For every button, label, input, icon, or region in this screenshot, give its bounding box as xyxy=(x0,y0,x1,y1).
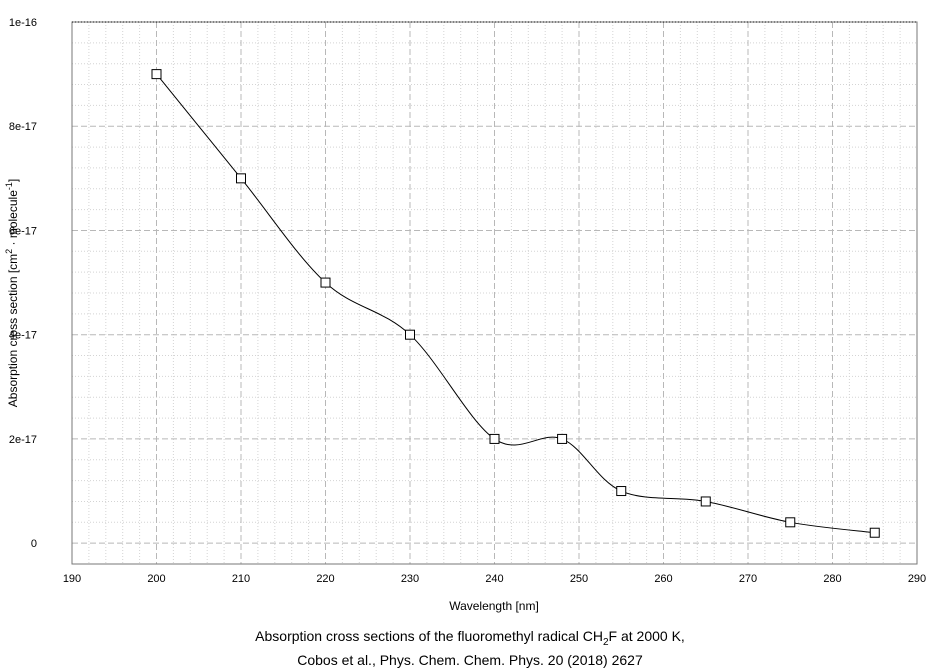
data-point-marker xyxy=(489,433,500,444)
x-tick-label: 200 xyxy=(147,573,165,585)
data-point-marker xyxy=(557,433,568,444)
x-tick-label: 240 xyxy=(485,573,503,585)
y-axis-title: Absorption cross section [cm2 · molecule… xyxy=(4,179,20,407)
plot-frame xyxy=(71,21,918,565)
x-tick-label: 290 xyxy=(908,573,926,585)
grid xyxy=(72,22,917,564)
data-point-marker xyxy=(700,496,711,507)
data-point-marker xyxy=(151,69,162,80)
x-axis: 190 200 210 220 230 240 250 260 270 280 290 xyxy=(63,573,926,585)
x-tick-label: 190 xyxy=(63,573,81,585)
chart: 190 200 210 220 230 240 250 260 270 280 290 0 2e-17… xyxy=(4,17,926,613)
data-point-marker xyxy=(785,517,796,528)
x-tick-label: 250 xyxy=(570,573,588,585)
y-tick-label: 4e-17 xyxy=(9,330,37,342)
y-tick-label: 8e-17 xyxy=(9,121,37,133)
x-tick-label: 220 xyxy=(316,573,334,585)
data-point-marker xyxy=(405,329,415,340)
data-point-marker xyxy=(320,277,331,288)
data-point-marker xyxy=(616,486,627,497)
chart-caption-citation: Cobos et al., Phys. Chem. Chem. Phys. 20… xyxy=(297,652,643,668)
x-tick-label: 270 xyxy=(739,573,757,585)
series-markers xyxy=(151,69,880,538)
y-tick-label: 0 xyxy=(31,538,37,550)
x-tick-label: 230 xyxy=(401,573,419,585)
data-point-marker xyxy=(869,527,880,538)
x-axis-title: Wavelength [nm] xyxy=(449,599,539,613)
x-tick-label: 210 xyxy=(232,573,250,585)
x-tick-label: 260 xyxy=(654,573,672,585)
y-tick-label: 1e-16 xyxy=(9,17,37,29)
series-line xyxy=(156,73,875,534)
data-point-marker xyxy=(236,173,246,184)
x-tick-label: 280 xyxy=(823,573,841,585)
y-tick-label: 2e-17 xyxy=(9,434,37,446)
y-tick-label: 6e-17 xyxy=(9,225,37,237)
y-axis: 0 2e-17 4e-17 6e-17 8e-17 1e-16 xyxy=(9,17,37,550)
chart-caption-title: Absorption cross sections of the fluorom… xyxy=(255,628,685,648)
